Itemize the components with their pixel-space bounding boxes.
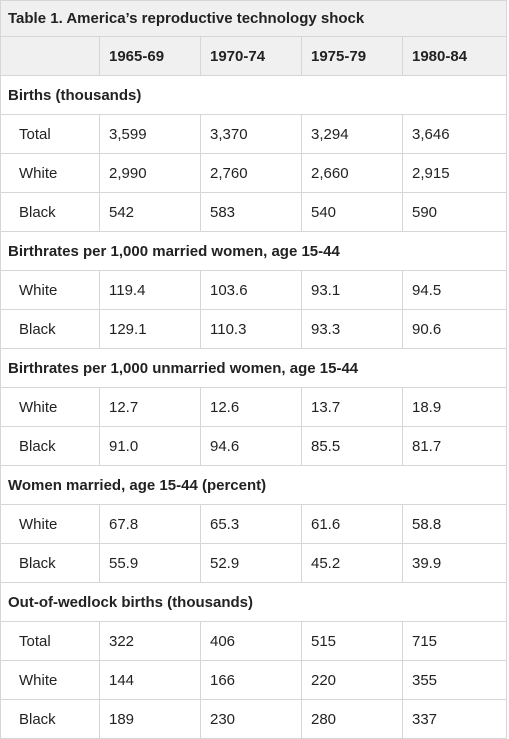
table-row: Black 189 230 280 337 [1, 700, 506, 739]
row-label: White [1, 154, 100, 192]
row-label: Black [1, 310, 100, 348]
table-cell: 3,370 [201, 115, 302, 153]
table-cell: 515 [302, 622, 403, 660]
table-cell: 81.7 [412, 437, 442, 455]
table-cell: 110.3 [201, 310, 302, 348]
table-cell: 65.3 [201, 505, 302, 543]
row-label: White [1, 271, 100, 309]
table-cell: 61.6 [302, 505, 403, 543]
table-cell: 55.9 [100, 544, 201, 582]
section-heading: Out-of-wedlock births (thousands) [1, 583, 506, 622]
table-cell: 337 [412, 710, 438, 728]
table-cell: 166 [201, 661, 302, 699]
table-row: White 12.7 12.6 13.7 18.9 [1, 388, 506, 427]
table-cell: 129.1 [100, 310, 201, 348]
row-label: Black [1, 193, 100, 231]
column-header-1970-74: 1970-74 [201, 37, 302, 75]
table-row: White 2,990 2,760 2,660 2,915 [1, 154, 506, 193]
section-heading: Births (thousands) [1, 76, 506, 115]
table-cell: 103.6 [201, 271, 302, 309]
table-cell: 280 [302, 700, 403, 738]
table-cell: 90.6 [412, 320, 442, 338]
table-row: White 119.4 103.6 93.1 94.5 [1, 271, 506, 310]
table-body: Births (thousands) Total 3,599 3,370 3,294 3,… [1, 76, 506, 739]
table-cell: 540 [302, 193, 403, 231]
row-label: Black [1, 544, 100, 582]
row-label: Black [1, 700, 100, 738]
table-row: Black 542 583 540 590 [1, 193, 506, 232]
table-cell: 3,294 [302, 115, 403, 153]
column-header-1965-69: 1965-69 [100, 37, 201, 75]
table-row: Total 3,599 3,370 3,294 3,646 [1, 115, 506, 154]
table-cell: 94.6 [201, 427, 302, 465]
table-cell: 2,990 [100, 154, 201, 192]
row-label: Black [1, 427, 100, 465]
table-cell: 583 [201, 193, 302, 231]
table-cell: 39.9 [412, 554, 442, 572]
table-title: Table 1. America’s reproductive technolo… [1, 0, 506, 37]
table-cell: 93.3 [302, 310, 403, 348]
table-cell: 406 [201, 622, 302, 660]
table-cell: 45.2 [302, 544, 403, 582]
table-cell: 58.8 [412, 515, 442, 533]
table-row: White 144 166 220 355 [1, 661, 506, 700]
section-heading: Women married, age 15-44 (percent) [1, 466, 506, 505]
table-cell: 91.0 [100, 427, 201, 465]
table-row: Black 91.0 94.6 85.5 81.7 [1, 427, 506, 466]
table-cell: 119.4 [100, 271, 201, 309]
section-heading: Birthrates per 1,000 unmarried women, ag… [1, 349, 506, 388]
table-cell: 715 [412, 632, 438, 650]
table-cell: 590 [412, 203, 438, 221]
column-header-1980-84: 1980-84 [412, 47, 468, 65]
column-header-1975-79: 1975-79 [302, 37, 403, 75]
table-cell: 220 [302, 661, 403, 699]
table-cell: 355 [412, 671, 438, 689]
table-cell: 3,599 [100, 115, 201, 153]
table-cell: 3,646 [412, 125, 450, 143]
row-label: Total [1, 622, 100, 660]
table-row: Black 55.9 52.9 45.2 39.9 [1, 544, 506, 583]
table-cell: 542 [100, 193, 201, 231]
table-cell: 2,660 [302, 154, 403, 192]
table-cell: 13.7 [302, 388, 403, 426]
table-cell: 12.6 [201, 388, 302, 426]
table-cell: 85.5 [302, 427, 403, 465]
row-label: White [1, 505, 100, 543]
table-cell: 189 [100, 700, 201, 738]
row-label: White [1, 388, 100, 426]
table-cell: 67.8 [100, 505, 201, 543]
table-row: White 67.8 65.3 61.6 58.8 [1, 505, 506, 544]
table-cell: 144 [100, 661, 201, 699]
column-header-row: 1965-69 1970-74 1975-79 1980-84 [1, 37, 506, 76]
table-row: Total 322 406 515 715 [1, 622, 506, 661]
table-row: Black 129.1 110.3 93.3 90.6 [1, 310, 506, 349]
table-cell: 18.9 [412, 398, 442, 416]
table-cell: 2,760 [201, 154, 302, 192]
table-cell: 230 [201, 700, 302, 738]
table-cell: 93.1 [302, 271, 403, 309]
row-label: White [1, 661, 100, 699]
table-cell: 52.9 [201, 544, 302, 582]
section-heading: Birthrates per 1,000 married women, age … [1, 232, 506, 271]
table-cell: 322 [100, 622, 201, 660]
table-cell: 94.5 [412, 281, 442, 299]
table-cell: 2,915 [412, 164, 450, 182]
column-header-blank [1, 37, 100, 75]
table-cell: 12.7 [100, 388, 201, 426]
row-label: Total [1, 115, 100, 153]
